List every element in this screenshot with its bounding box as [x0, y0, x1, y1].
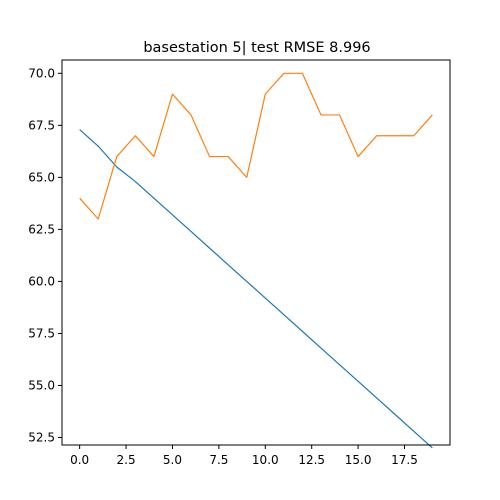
y-tick-label: 70.0	[28, 66, 55, 80]
x-tick-label: 0.0	[70, 453, 89, 467]
y-tick-label: 57.5	[28, 326, 55, 340]
chart-title: basestation 5| test RMSE 8.996	[143, 40, 370, 56]
y-tick-label: 67.5	[28, 118, 55, 132]
x-tick-label: 7.5	[209, 453, 228, 467]
y-tick-label: 60.0	[28, 274, 55, 288]
y-tick-label: 55.0	[28, 378, 55, 392]
x-tick-label: 2.5	[117, 453, 136, 467]
series-layer	[79, 72, 433, 449]
x-tick-label: 15.0	[345, 453, 372, 467]
x-tick-label: 12.5	[298, 453, 325, 467]
x-axis-ticks: 0.0 2.5 5.0 7.5 10.0 12.5 15.0 17.5	[70, 445, 418, 467]
series-line-2	[79, 72, 433, 220]
plot-area-frame	[61, 59, 451, 446]
y-tick-label: 65.0	[28, 170, 55, 184]
y-tick-label: 52.5	[28, 431, 55, 445]
y-axis-ticks: 52.5 55.0 57.5 60.0 62.5 65.0 67.5 70.0	[28, 66, 62, 445]
y-tick-label: 62.5	[28, 222, 55, 236]
x-tick-label: 17.5	[391, 453, 418, 467]
series-line-1	[79, 129, 433, 449]
x-tick-label: 10.0	[252, 453, 279, 467]
x-tick-label: 5.0	[163, 453, 182, 467]
